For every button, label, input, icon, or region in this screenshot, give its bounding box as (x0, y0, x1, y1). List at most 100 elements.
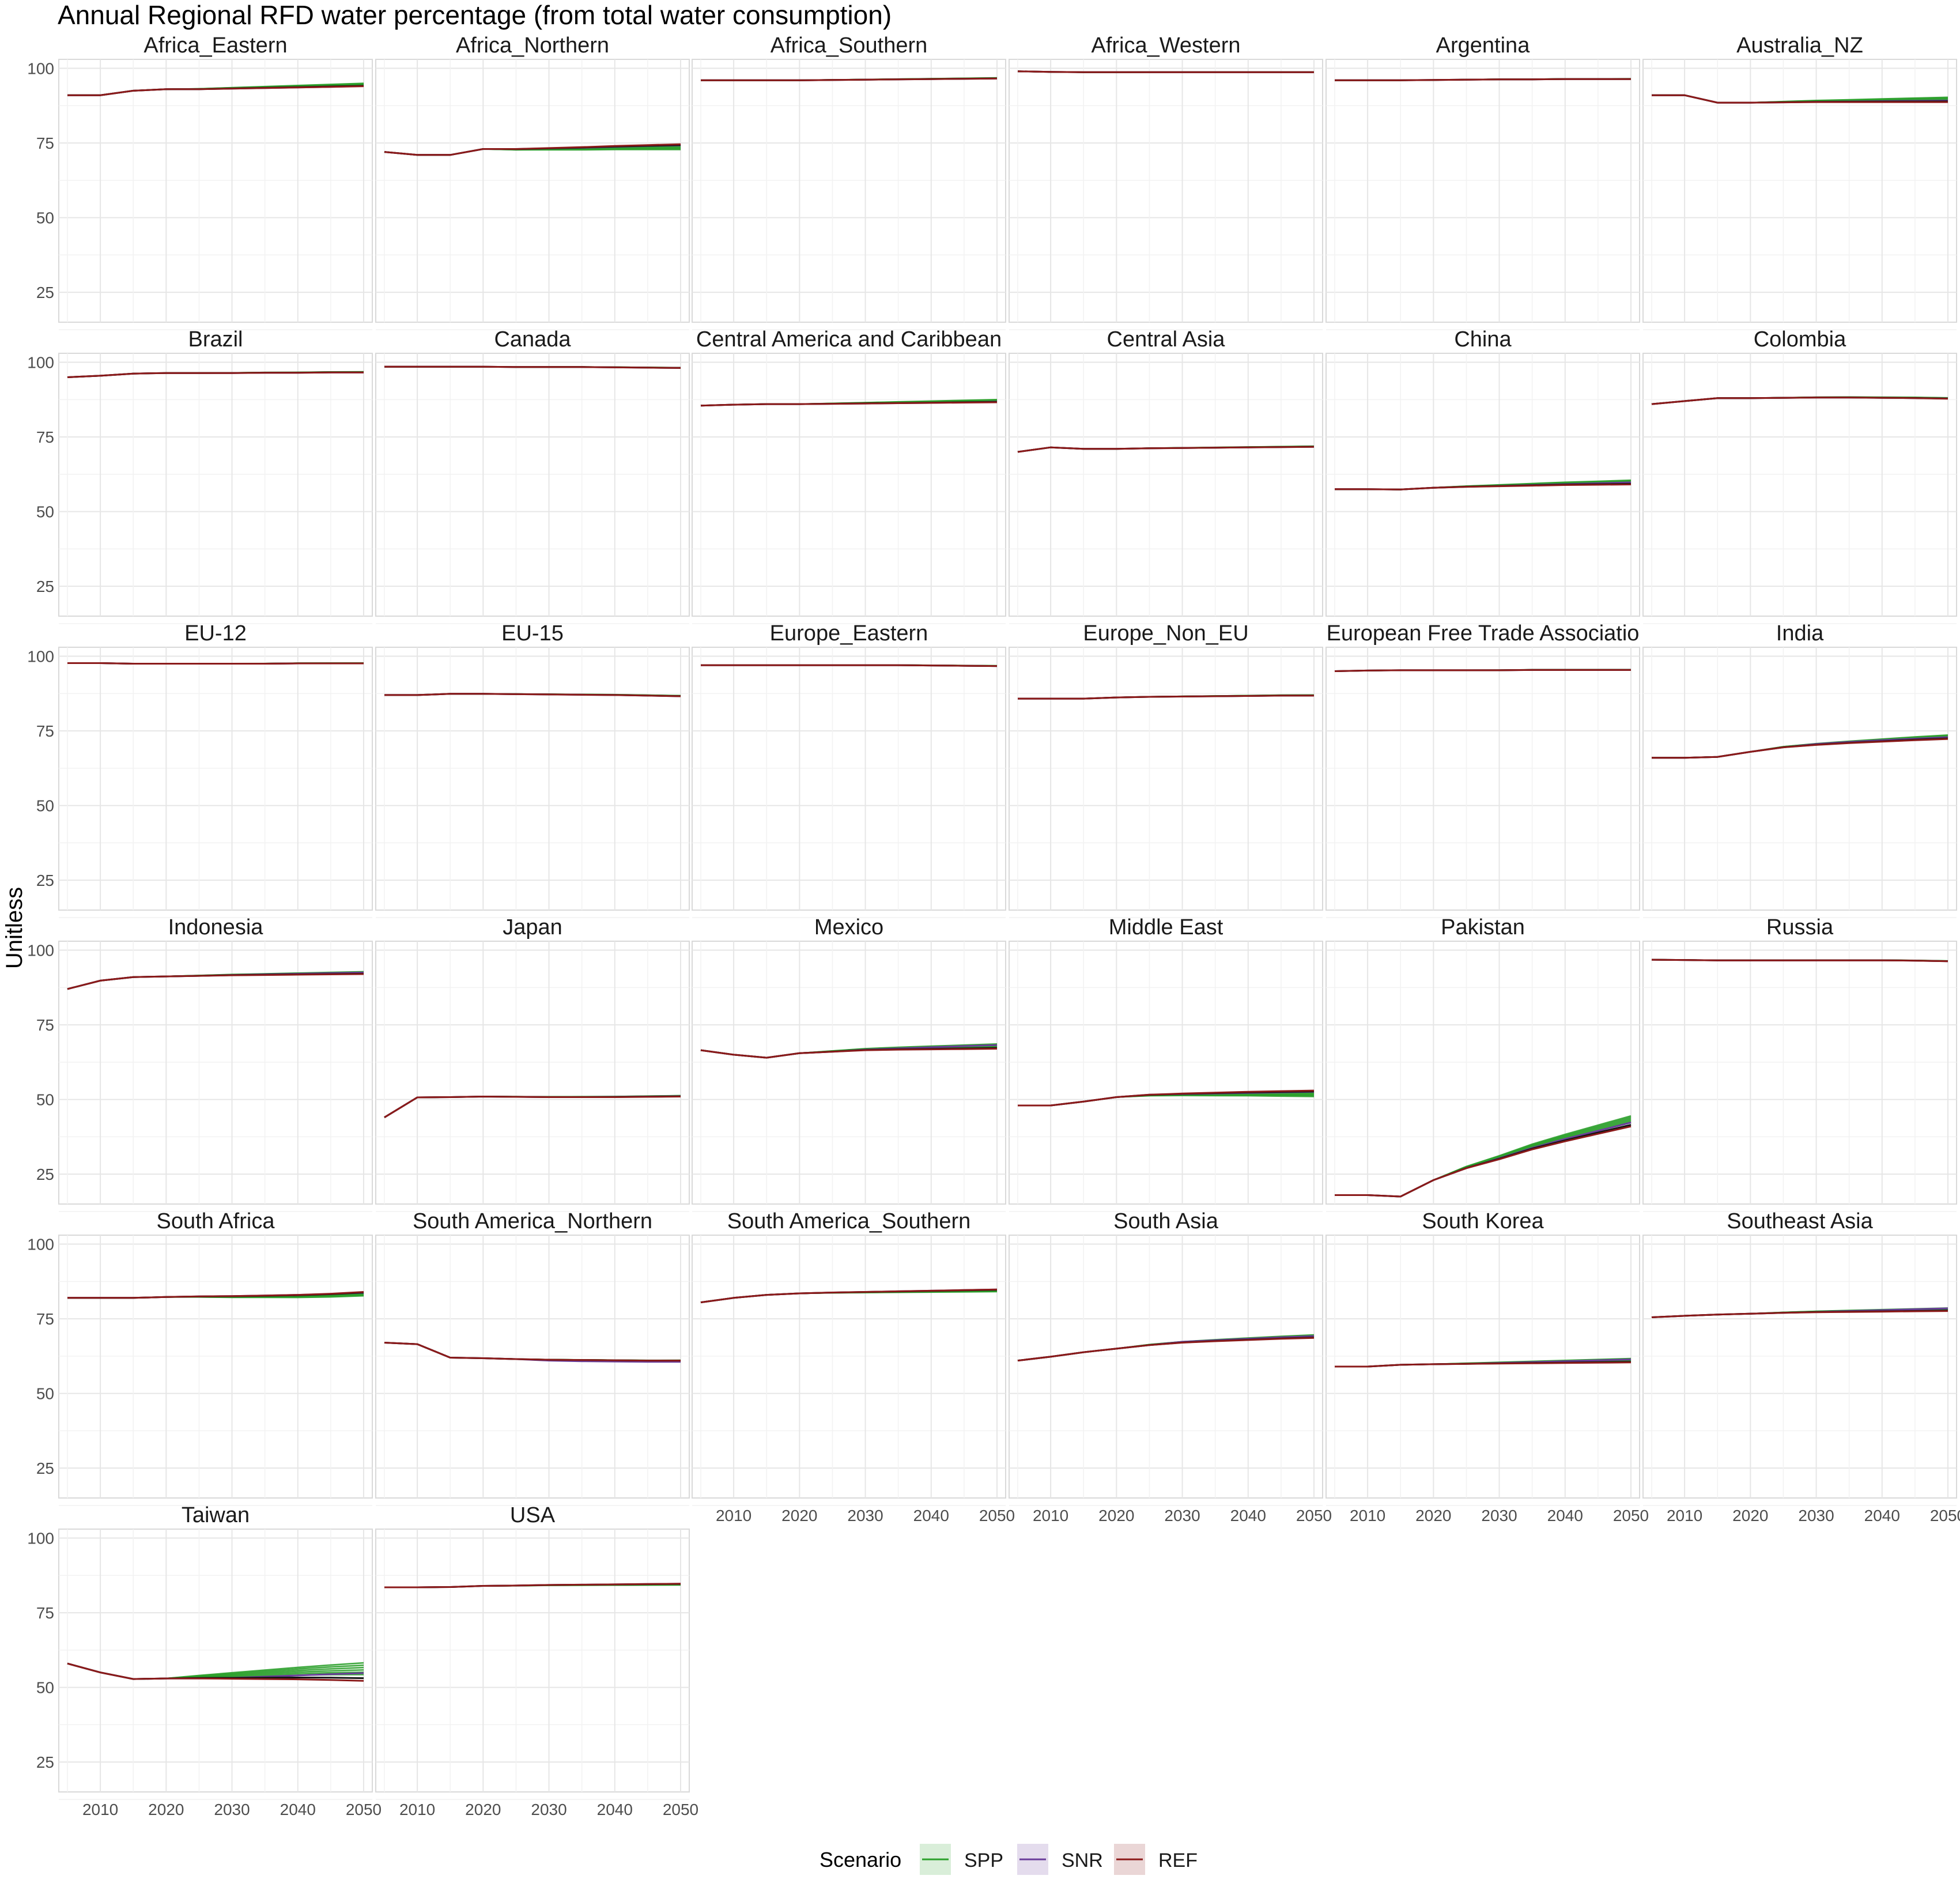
panel-label: USA (510, 1503, 556, 1527)
gridlines (1643, 1235, 1957, 1506)
gridlines (59, 353, 372, 624)
legend-entries: SPP SNR REF (920, 1844, 1198, 1875)
gridlines (376, 1235, 689, 1506)
ref-series-line (67, 973, 364, 990)
gridlines (59, 1529, 372, 1800)
panel-frame (1009, 353, 1323, 617)
x-tick-label: 2030 (847, 1507, 883, 1524)
gridlines (376, 59, 689, 330)
ref-series-line (1335, 1125, 1632, 1198)
ref-series-line (1651, 1310, 1948, 1318)
gridlines (692, 353, 1006, 624)
panel-pakistan: Pakistan (1325, 915, 1640, 1212)
gridlines (376, 941, 689, 1212)
panel-label: Russia (1766, 915, 1834, 939)
panel-frame (1009, 647, 1323, 911)
ref-series-line (1017, 70, 1314, 73)
gridlines (1009, 353, 1323, 624)
ref-series-line (700, 1048, 998, 1059)
gridlines (376, 1529, 689, 1800)
y-tick-label: 75 (36, 1604, 54, 1622)
panel-china: China (1325, 327, 1640, 624)
panel-russia: Russia (1642, 915, 1957, 1212)
panel-africa-western: Africa_Western (1009, 33, 1323, 330)
x-tick-label: 2050 (663, 1801, 698, 1818)
panel-label: Europe_Eastern (770, 621, 928, 646)
panel-label: Africa_Western (1091, 33, 1240, 58)
panel-eu-15: EU-15 (375, 621, 690, 918)
gridlines (1009, 941, 1323, 1212)
ref-series-line (1017, 446, 1315, 453)
gridlines (59, 59, 372, 330)
y-tick-label: 100 (27, 354, 54, 372)
x-tick-label: 2050 (1930, 1507, 1960, 1524)
panel-label: Africa_Southern (771, 33, 928, 58)
panel-mexico: Mexico (692, 915, 1006, 1212)
ref-series-line (384, 365, 681, 369)
panel-label: South Korea (1422, 1209, 1544, 1233)
panel-label: Africa_Northern (456, 33, 609, 58)
y-tick-label: 25 (36, 578, 54, 595)
y-axis-title: Unitless (2, 887, 27, 969)
ref-series-line (384, 1095, 681, 1118)
x-tick-label: 2010 (716, 1507, 751, 1524)
ref-series-line (700, 1288, 998, 1304)
gridlines (692, 1235, 1006, 1506)
ref-series-line (700, 401, 998, 407)
panel-frame (1642, 1235, 1957, 1499)
panel-label: Indonesia (168, 915, 264, 939)
panel-label: Central America and Caribbean (696, 327, 1002, 352)
y-tick-label: 75 (36, 1310, 54, 1328)
panel-label: EU-15 (501, 621, 564, 646)
panel-label: South Africa (157, 1209, 275, 1233)
panel-frame (58, 647, 373, 911)
panel-label: Argentina (1436, 33, 1531, 58)
panel-europe-non-eu: Europe_Non_EU (1009, 621, 1323, 918)
panel-argentina: Argentina (1325, 33, 1640, 330)
panel-australia-nz: Australia_NZ (1642, 33, 1957, 330)
x-tick-label: 2030 (214, 1801, 250, 1818)
y-tick-label: 50 (36, 503, 54, 521)
panel-label: Australia_NZ (1736, 33, 1863, 58)
x-tick-label: 2040 (1230, 1507, 1266, 1524)
y-tick-label: 50 (36, 209, 54, 227)
gridlines (1326, 941, 1640, 1212)
gridlines (1326, 59, 1640, 330)
x-tick-label: 2030 (1164, 1507, 1200, 1524)
x-tick-label: 2010 (399, 1801, 435, 1818)
panel-south-america-southern: South America_Southern 2010 2020 2030 2040 20… (692, 1209, 1015, 1524)
x-tick-label: 2010 (82, 1801, 118, 1818)
panel-frame (1009, 1235, 1323, 1499)
panel-label: South Asia (1113, 1209, 1219, 1233)
gridlines (376, 353, 689, 624)
panel-label: Africa_Eastern (143, 33, 287, 58)
ref-series-line (1651, 959, 1948, 963)
panel-frame (1642, 647, 1957, 911)
y-tick-label: 75 (36, 428, 54, 446)
legend-item-spp: SPP (920, 1844, 1003, 1875)
panel-frame (375, 59, 690, 323)
y-tick-label: 25 (36, 871, 54, 889)
panel-label: South America_Southern (727, 1209, 971, 1233)
x-tick-label: 2010 (1667, 1507, 1702, 1524)
gridlines (1643, 647, 1957, 918)
panel-frame (58, 941, 373, 1205)
x-tick-label: 2020 (781, 1507, 817, 1524)
x-tick-label: 2030 (531, 1801, 567, 1818)
y-tick-label: 100 (27, 1236, 54, 1254)
x-tick-label: 2020 (1732, 1507, 1768, 1524)
panel-frame (58, 353, 373, 617)
ref-series-line (67, 85, 364, 96)
y-tick-label: 75 (36, 722, 54, 740)
x-tick-label: 2040 (913, 1507, 949, 1524)
panel-frame (375, 647, 690, 911)
panel-label: Southeast Asia (1727, 1209, 1873, 1233)
panel-frame (692, 353, 1006, 617)
legend: Scenario SPP SNR REF (820, 1844, 1198, 1875)
gridlines (692, 941, 1006, 1212)
ref-series-line (384, 143, 681, 156)
panel-label: Europe_Non_EU (1083, 621, 1248, 646)
gridlines (59, 1235, 372, 1506)
ref-series-line (67, 1291, 364, 1299)
